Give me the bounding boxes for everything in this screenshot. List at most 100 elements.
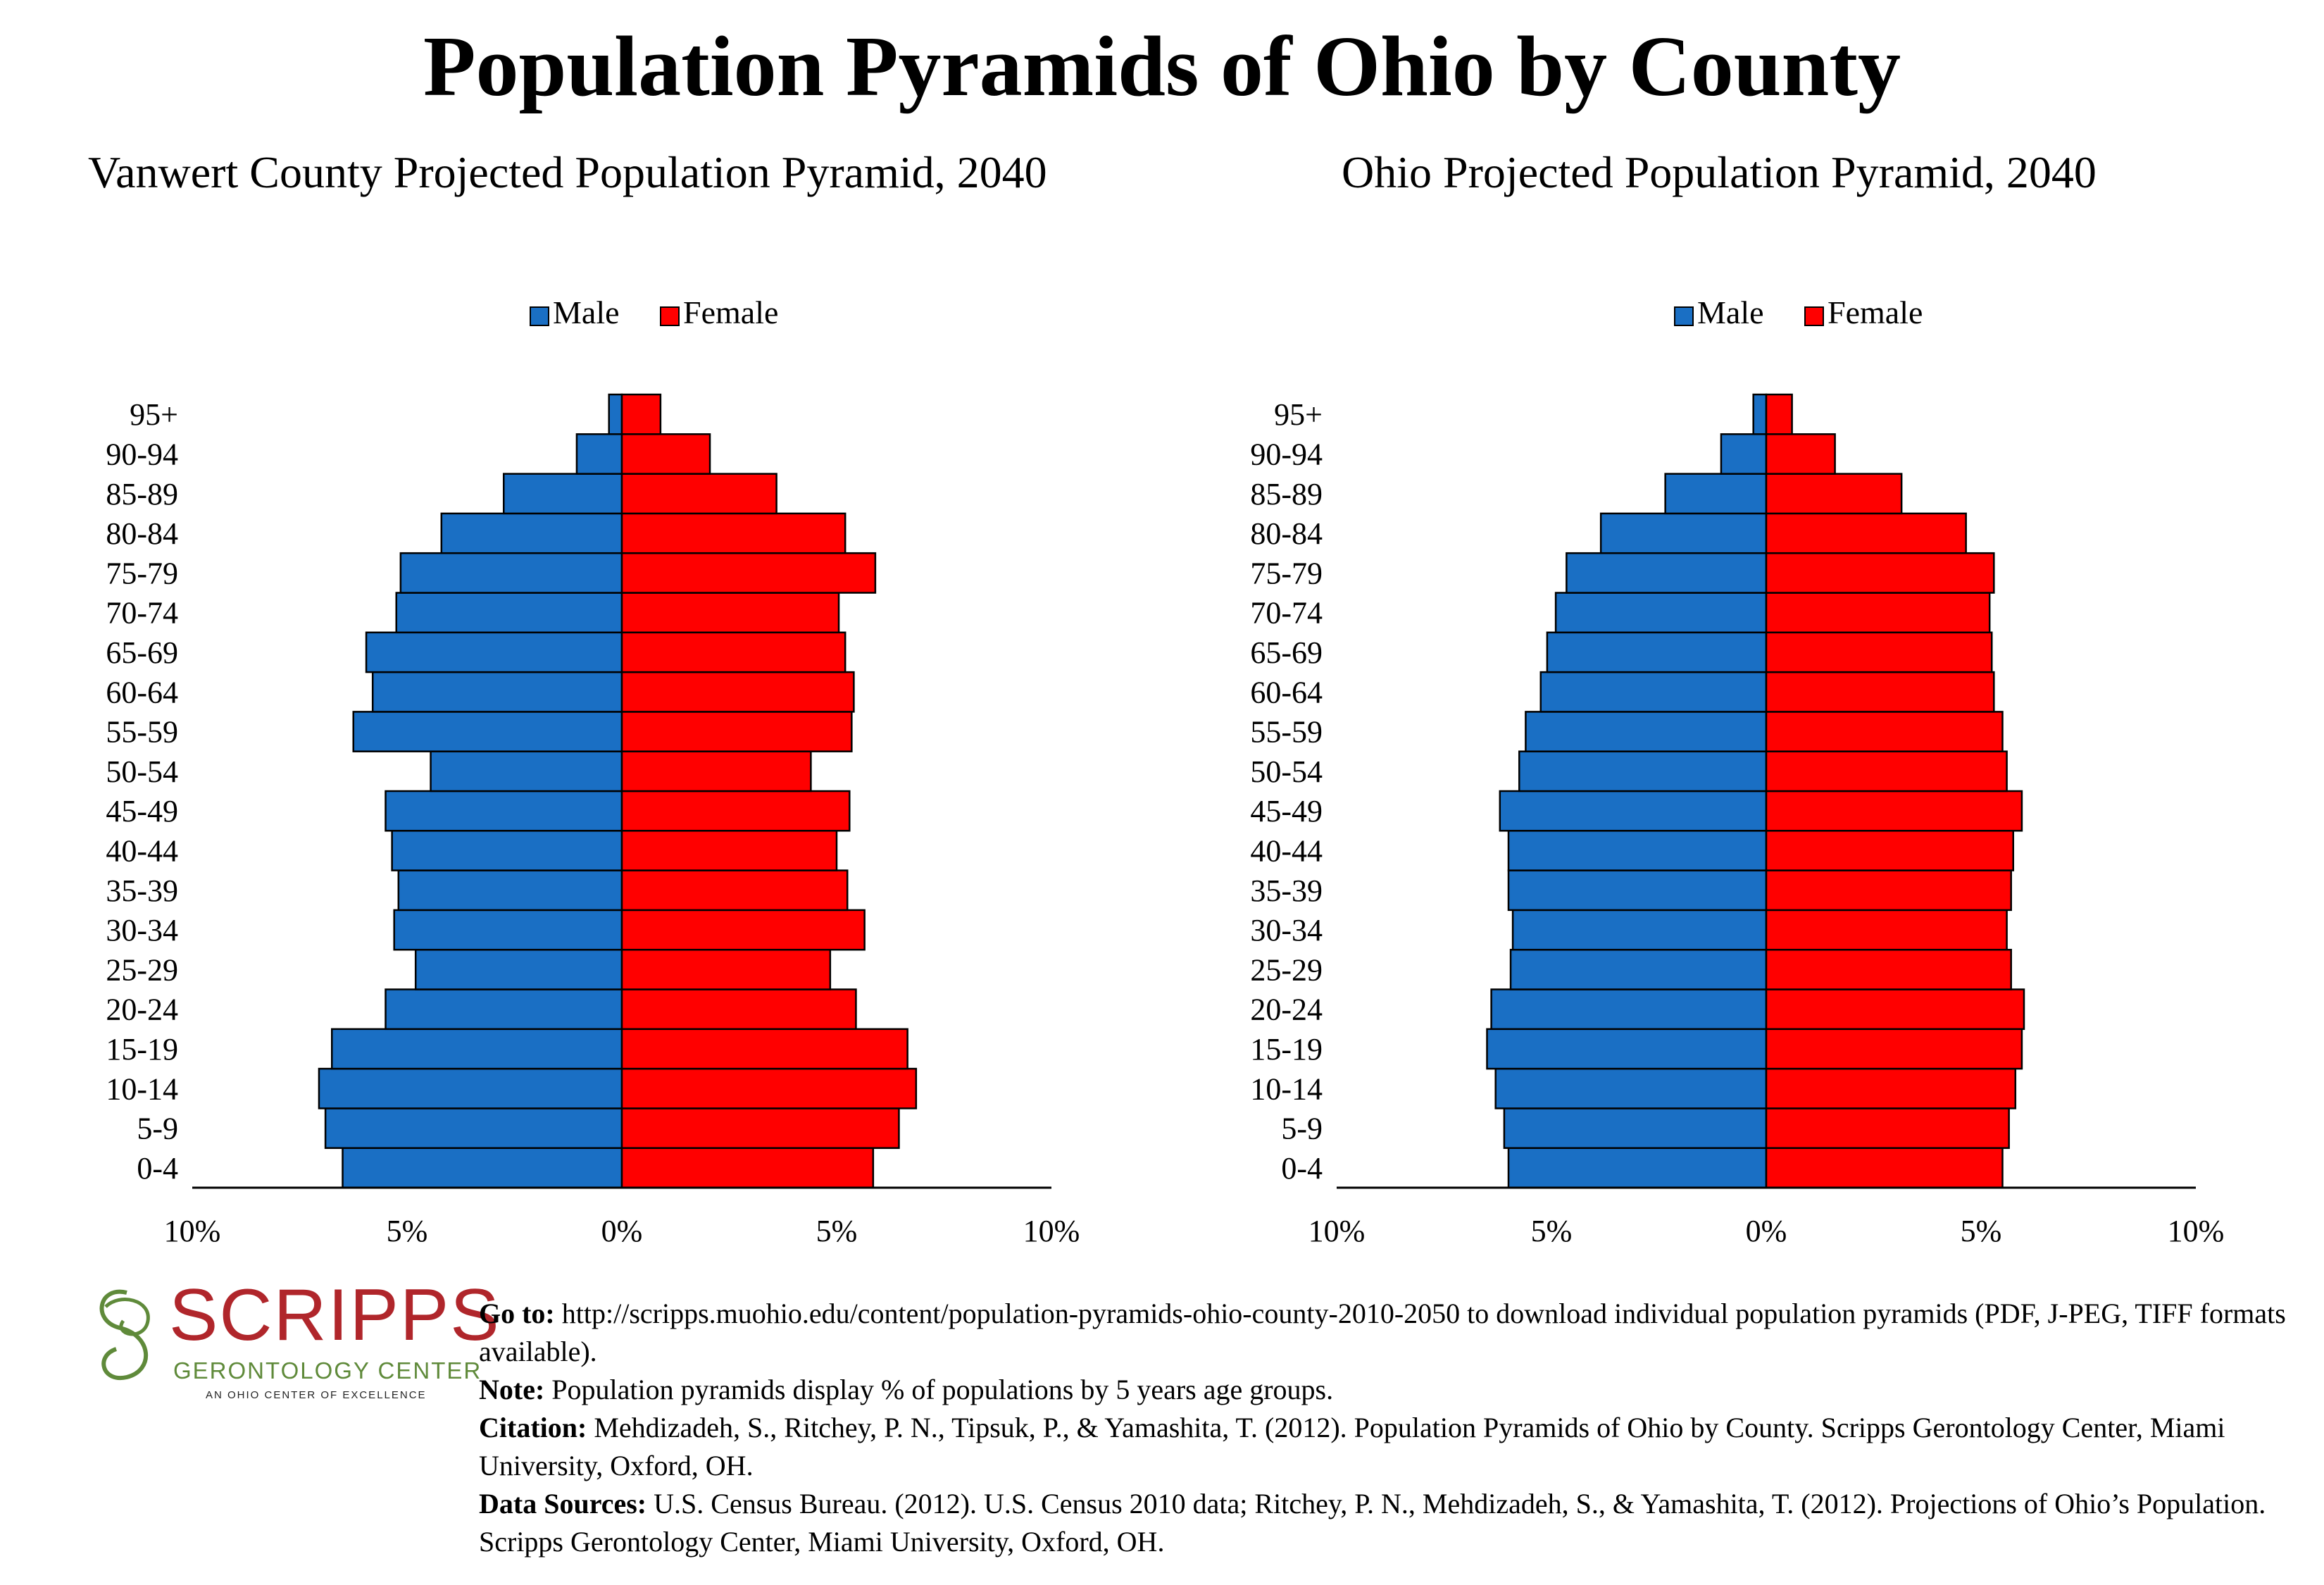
bar-male-5-9 bbox=[1503, 1107, 1768, 1149]
sources-label: Data Sources: bbox=[479, 1488, 647, 1519]
x-tick-label: 10% bbox=[1023, 1214, 1080, 1248]
bar-male-85-89 bbox=[503, 473, 623, 515]
bar-male-80-84 bbox=[1599, 512, 1768, 554]
goto-text: http://scripps.muohio.edu/content/popula… bbox=[479, 1298, 2286, 1367]
bar-male-90-94 bbox=[575, 433, 623, 475]
age-label-45-49: 45-49 bbox=[1250, 794, 1323, 828]
age-label-60-64: 60-64 bbox=[106, 675, 178, 709]
x-tick-label: 5% bbox=[816, 1214, 858, 1248]
logo-wordmark: SCRIPPS bbox=[169, 1274, 501, 1356]
pyramid-chart-ohio: Male Female 0-4 5-9 10-14 15-19 20-24 25-29 30-3… bbox=[1250, 294, 2225, 1248]
bar-female-5-9 bbox=[1765, 1107, 2010, 1149]
age-label-30-34: 30-34 bbox=[1250, 913, 1323, 947]
age-label-85-89: 85-89 bbox=[1250, 477, 1323, 511]
bar-female-35-39 bbox=[1765, 869, 2012, 912]
logo-subtitle: GERONTOLOGY CENTER bbox=[173, 1357, 482, 1384]
x-tick-label: 10% bbox=[2168, 1214, 2225, 1248]
age-label-75-79: 75-79 bbox=[106, 556, 178, 590]
bar-male-35-39 bbox=[1507, 869, 1768, 912]
goto-note: Go to: http://scripps.muohio.edu/content… bbox=[479, 1295, 2310, 1371]
age-label-90-94: 90-94 bbox=[1250, 437, 1323, 471]
age-label-40-44: 40-44 bbox=[106, 833, 178, 868]
bar-female-5-9 bbox=[620, 1107, 900, 1149]
bar-male-50-54 bbox=[1518, 750, 1768, 792]
bar-male-60-64 bbox=[371, 671, 623, 713]
age-label-90-94: 90-94 bbox=[106, 437, 178, 471]
bar-female-15-19 bbox=[1765, 1028, 2023, 1070]
bar-female-85-89 bbox=[620, 473, 777, 515]
legend-male-label: Male bbox=[1697, 294, 1764, 330]
age-label-70-74: 70-74 bbox=[1250, 596, 1323, 630]
legend-female-swatch bbox=[1804, 306, 1824, 326]
bar-female-65-69 bbox=[1765, 631, 1993, 673]
note-label: Note: bbox=[479, 1374, 545, 1405]
age-label-25-29: 25-29 bbox=[106, 952, 178, 987]
bar-female-40-44 bbox=[620, 830, 838, 871]
age-label-50-54: 50-54 bbox=[1250, 754, 1323, 789]
bar-female-80-84 bbox=[620, 512, 846, 554]
bar-female-55-59 bbox=[620, 711, 853, 752]
logo-tagline: AN OHIO CENTER OF EXCELLENCE bbox=[206, 1389, 427, 1401]
swirl-logo-icon bbox=[99, 1289, 150, 1381]
age-label-10-14: 10-14 bbox=[1250, 1071, 1323, 1106]
age-label-20-24: 20-24 bbox=[1250, 993, 1323, 1027]
bar-male-15-19 bbox=[331, 1028, 623, 1070]
citation-label: Citation: bbox=[479, 1412, 587, 1443]
bar-female-25-29 bbox=[1765, 948, 2012, 990]
age-label-25-29: 25-29 bbox=[1250, 952, 1323, 987]
chart-title-left: Vanwert County Projected Population Pyra… bbox=[88, 147, 1047, 197]
bar-female-30-34 bbox=[620, 909, 866, 951]
note-text: Population pyramids display % of populat… bbox=[551, 1374, 1334, 1405]
bar-male-40-44 bbox=[391, 830, 623, 871]
age-label-5-9: 5-9 bbox=[137, 1112, 178, 1146]
pyramid-chart-vanwert: Male Female 0-4 5-9 10-14 15-19 20-24 25-29 30-3… bbox=[106, 294, 1080, 1248]
bar-female-10-14 bbox=[620, 1067, 918, 1110]
bar-male-25-29 bbox=[1509, 948, 1768, 990]
age-label-45-49: 45-49 bbox=[106, 794, 178, 828]
age-label-85-89: 85-89 bbox=[106, 477, 178, 511]
bar-female-10-14 bbox=[1765, 1067, 2017, 1110]
bar-female-50-54 bbox=[1765, 750, 2008, 792]
bar-male-20-24 bbox=[1490, 988, 1768, 1031]
age-label-80-84: 80-84 bbox=[106, 516, 178, 551]
bar-female-20-24 bbox=[620, 988, 857, 1031]
age-label-75-79: 75-79 bbox=[1250, 556, 1323, 590]
scripps-logo: SCRIPPS GERONTOLOGY CENTER AN OHIO CENTE… bbox=[85, 1279, 499, 1405]
bar-female-60-64 bbox=[620, 671, 855, 713]
bar-female-40-44 bbox=[1765, 830, 2014, 871]
bar-male-25-29 bbox=[414, 948, 623, 990]
bar-male-0-4 bbox=[342, 1147, 623, 1189]
sources-line: Data Sources: U.S. Census Bureau. (2012)… bbox=[479, 1485, 2310, 1561]
bar-female-95+ bbox=[620, 393, 662, 435]
page-title: Population Pyramids of Ohio by County bbox=[423, 19, 1901, 114]
x-tick-label: 5% bbox=[1961, 1214, 2002, 1248]
bar-male-30-34 bbox=[1511, 909, 1768, 951]
bar-female-30-34 bbox=[1765, 909, 2008, 951]
bar-female-65-69 bbox=[620, 631, 846, 673]
bar-male-65-69 bbox=[365, 631, 623, 673]
age-label-0-4: 0-4 bbox=[137, 1151, 178, 1186]
x-tick-label: 0% bbox=[1746, 1214, 1787, 1248]
age-label-95+: 95+ bbox=[1274, 397, 1323, 432]
note-line: Note: Population pyramids display % of p… bbox=[479, 1371, 2310, 1409]
age-label-65-69: 65-69 bbox=[1250, 635, 1323, 670]
age-label-55-59: 55-59 bbox=[106, 715, 178, 750]
age-label-35-39: 35-39 bbox=[106, 874, 178, 908]
age-label-50-54: 50-54 bbox=[106, 754, 178, 789]
bar-male-50-54 bbox=[430, 750, 623, 792]
bar-male-40-44 bbox=[1507, 830, 1768, 871]
bar-male-30-34 bbox=[393, 909, 623, 951]
age-label-35-39: 35-39 bbox=[1250, 874, 1323, 908]
age-label-60-64: 60-64 bbox=[1250, 675, 1323, 709]
age-label-95+: 95+ bbox=[130, 397, 178, 432]
x-tick-label: 5% bbox=[1531, 1214, 1573, 1248]
age-label-15-19: 15-19 bbox=[1250, 1032, 1323, 1067]
age-label-30-34: 30-34 bbox=[106, 913, 178, 947]
bar-female-85-89 bbox=[1765, 473, 1903, 515]
bar-female-80-84 bbox=[1765, 512, 1967, 554]
legend-male-label: Male bbox=[553, 294, 620, 330]
bar-female-90-94 bbox=[620, 433, 711, 475]
bar-male-55-59 bbox=[352, 711, 623, 752]
age-label-10-14: 10-14 bbox=[106, 1071, 178, 1106]
bar-female-60-64 bbox=[1765, 671, 1995, 713]
